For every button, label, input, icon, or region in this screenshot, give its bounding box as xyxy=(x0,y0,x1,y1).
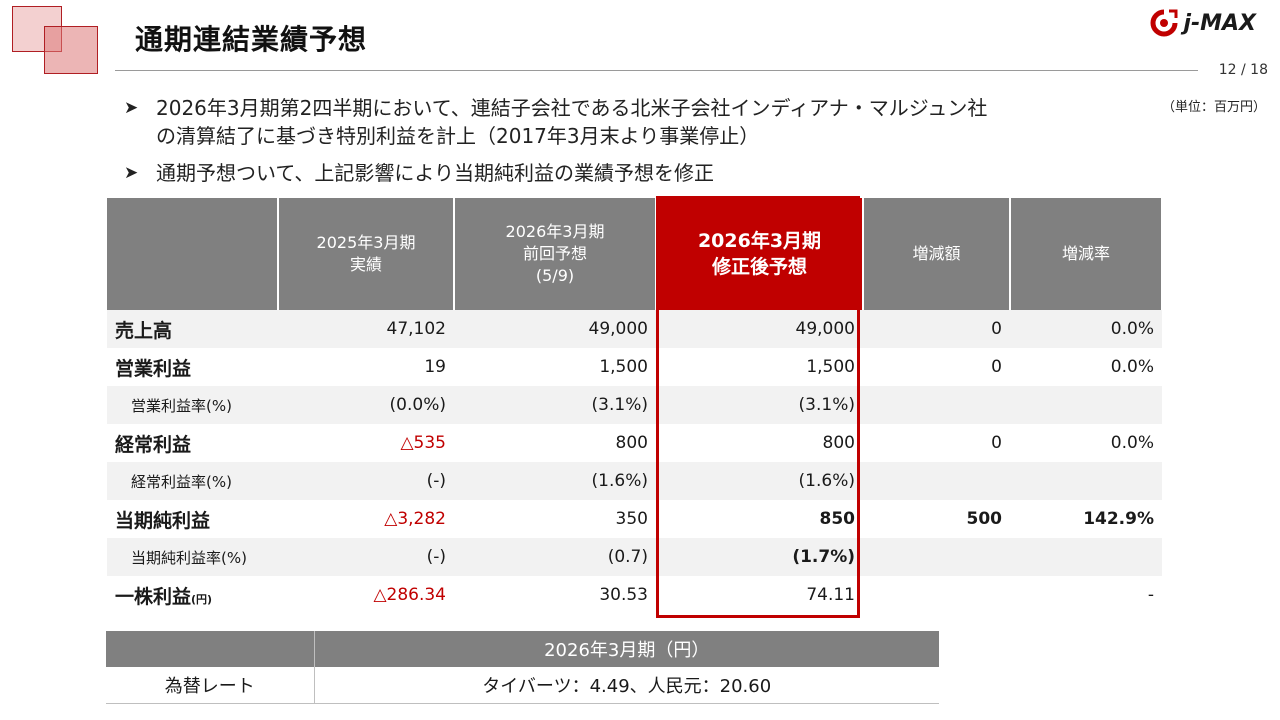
table-row: 経常利益 △535 800 800 0 0.0% xyxy=(107,424,1162,462)
row-label: 経常利益 xyxy=(115,433,192,456)
cell: 74.11 xyxy=(806,585,855,605)
brand-logo: j-MAX xyxy=(1149,8,1256,38)
table-row: 営業利益 19 1,500 1,500 0 0.0% xyxy=(107,348,1162,386)
cell xyxy=(863,576,1010,614)
cell: 1,500 xyxy=(806,357,855,377)
table-row: 一株利益(円) △286.34 30.53 74.11 - xyxy=(107,576,1162,614)
table-header-row: 2025年3月期 実績 2026年3月期 前回予想 (5/9) 2026年3月期 修正後… xyxy=(107,198,1163,310)
cell: △286.34 xyxy=(373,585,446,605)
row-label: 当期純利益 xyxy=(115,509,211,532)
cell xyxy=(863,462,1010,500)
table-row: 経常利益率(%) (-) (1.6%) (1.6%) xyxy=(107,462,1162,500)
cell: 49,000 xyxy=(656,310,863,348)
cell: 500 xyxy=(966,509,1003,529)
row-label: 売上高 xyxy=(107,310,278,348)
cell: 800 xyxy=(615,433,648,453)
table-row: 売上高 47,102 49,000 49,000 0 0.0% xyxy=(107,310,1162,348)
cell: (3.1%) xyxy=(656,386,863,424)
brand-name: j-MAX xyxy=(1183,10,1256,36)
bullet-text: 通期予想ついて、上記影響により当期純利益の業績予想を修正 xyxy=(156,161,714,185)
cell: (1.6%) xyxy=(454,462,656,500)
cell: 30.53 xyxy=(599,585,648,605)
fx-header-blank xyxy=(106,631,315,667)
fx-rate-table: 2026年3月期（円） 為替レート タイバーツ：4.49、人民元：20.60 xyxy=(106,631,939,704)
row-label: 当期純利益率(%) xyxy=(107,538,278,576)
bullet-arrow-icon: ➤ xyxy=(124,98,139,118)
fx-label: 為替レート xyxy=(106,667,315,704)
table-row: 当期純利益率(%) (-) (0.7) (1.7%) xyxy=(107,538,1162,576)
cell: (0.7) xyxy=(454,538,656,576)
header-change-rate: 増減率 xyxy=(1010,198,1163,310)
header-fy2026-previous: 2026年3月期 前回予想 (5/9) xyxy=(454,198,657,310)
page-title: 通期連結業績予想 xyxy=(135,23,368,56)
row-label: 経常利益率(%) xyxy=(107,462,278,500)
cell: 350 xyxy=(615,509,648,529)
cell: △535 xyxy=(400,433,446,453)
cell: (1.7%) xyxy=(656,538,863,576)
cell xyxy=(1010,462,1162,500)
cell: 47,102 xyxy=(278,310,454,348)
fx-value: タイバーツ：4.49、人民元：20.60 xyxy=(314,667,939,704)
cell: △3,282 xyxy=(384,509,446,529)
cell: 0.0% xyxy=(1110,433,1154,453)
cell: (0.0%) xyxy=(278,386,454,424)
fx-row: 為替レート タイバーツ：4.49、人民元：20.60 xyxy=(106,667,939,704)
header-fy2026-revised: 2026年3月期 修正後予想 xyxy=(656,198,864,310)
cell: (-) xyxy=(278,538,454,576)
cell: (1.6%) xyxy=(656,462,863,500)
cell: (-) xyxy=(278,462,454,500)
cell: 800 xyxy=(822,433,855,453)
cell xyxy=(1010,386,1162,424)
cell xyxy=(863,386,1010,424)
header-change-amount: 増減額 xyxy=(863,198,1011,310)
cell: (3.1%) xyxy=(454,386,656,424)
row-label: 営業利益 xyxy=(115,357,192,380)
bullet-arrow-icon: ➤ xyxy=(124,163,139,183)
bullet-text: 2026年3月期第2四半期において、連結子会社である北米子会社インディアナ・マル… xyxy=(156,96,988,148)
forecast-table: 2025年3月期 実績 2026年3月期 前回予想 (5/9) 2026年3月期 修正後… xyxy=(107,198,1163,614)
table-row: 当期純利益 △3,282 350 850 500 142.9% xyxy=(107,500,1162,538)
cell: 0 xyxy=(991,433,1002,453)
cell xyxy=(863,538,1010,576)
cell: 0.0% xyxy=(1110,357,1154,377)
header-divider xyxy=(115,70,1198,71)
cell xyxy=(1010,538,1162,576)
cell: 0 xyxy=(863,310,1010,348)
fx-header-row: 2026年3月期（円） xyxy=(106,631,939,667)
header-fy2025-actual: 2025年3月期 実績 xyxy=(278,198,455,310)
unit-note: （単位：百万円） xyxy=(1161,100,1266,115)
cell: 0.0% xyxy=(1010,310,1162,348)
cell: - xyxy=(1147,585,1154,605)
header-blank xyxy=(107,198,279,310)
logo-square-front xyxy=(44,26,98,74)
cell: 49,000 xyxy=(454,310,656,348)
page-number: 12 / 18 xyxy=(1218,62,1268,78)
cell: 1,500 xyxy=(599,357,648,377)
table-row: 営業利益率(%) (0.0%) (3.1%) (3.1%) xyxy=(107,386,1162,424)
cell: 142.9% xyxy=(1083,509,1154,529)
row-label: 営業利益率(%) xyxy=(107,386,278,424)
row-label: 一株利益(円) xyxy=(115,585,213,608)
brand-logo-icon xyxy=(1150,9,1178,37)
cell: 0 xyxy=(991,357,1002,377)
cell: 850 xyxy=(819,509,856,529)
cell: 19 xyxy=(424,357,446,377)
fx-header: 2026年3月期（円） xyxy=(314,631,939,667)
